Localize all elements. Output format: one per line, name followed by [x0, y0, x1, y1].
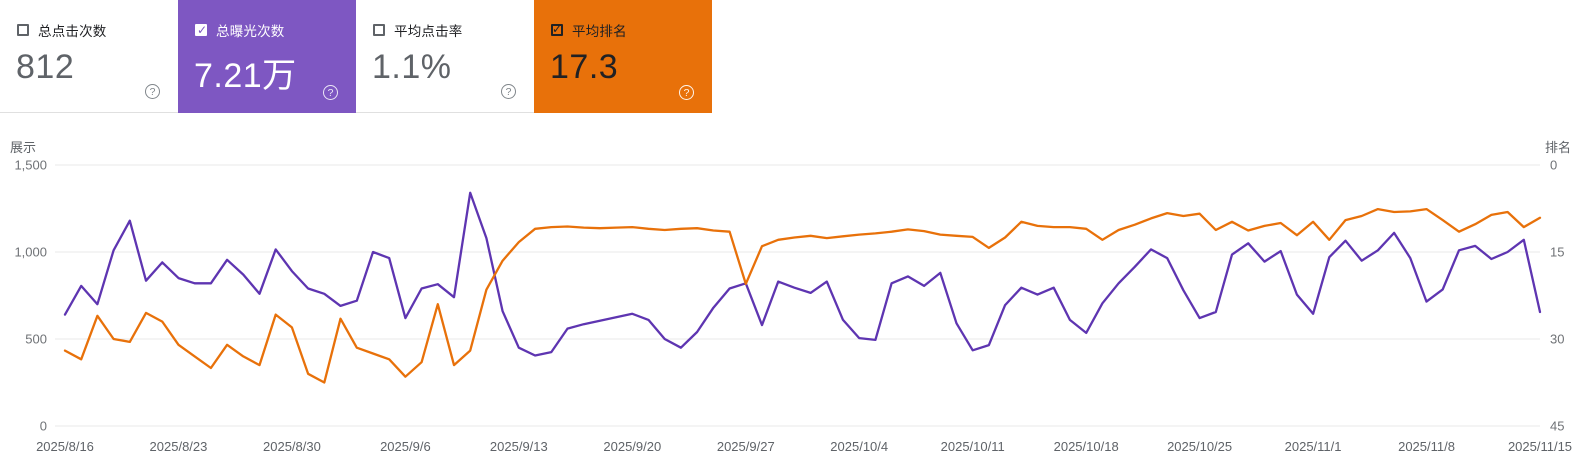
x-axis-tick: 2025/8/16 — [36, 439, 94, 454]
help-icon[interactable]: ? — [501, 84, 516, 99]
x-axis-tick: 2025/9/27 — [717, 439, 775, 454]
impressions-line — [63, 191, 1542, 357]
help-icon[interactable]: ? — [145, 84, 160, 99]
left-axis-tick: 0 — [40, 419, 47, 434]
metric-card-average-ctr[interactable]: 平均点击率 1.1% ? — [356, 0, 534, 113]
x-axis-tick: 2025/10/4 — [830, 439, 888, 454]
metric-card-total-impressions[interactable]: 总曝光次数 7.21万 ? — [178, 0, 356, 113]
average-ctr-label: 平均点击率 — [394, 24, 463, 39]
right-axis-tick: 15 — [1550, 245, 1564, 260]
left-axis-title: 展示 — [10, 140, 36, 155]
x-axis-tick: 2025/10/25 — [1167, 439, 1232, 454]
x-axis-tick: 2025/10/11 — [941, 439, 1005, 454]
total-impressions-value: 7.21万 — [194, 57, 297, 95]
total-clicks-value: 812 — [16, 48, 75, 86]
average-position-label: 平均排名 — [572, 24, 627, 39]
metric-cards-row: 总点击次数 812 ? 总曝光次数 7.21万 ? 平均点击率 1.1% ? 平… — [0, 0, 712, 113]
average-ctr-value: 1.1% — [372, 48, 452, 86]
average-position-checkbox[interactable] — [551, 22, 563, 36]
right-axis-tick: 45 — [1550, 419, 1564, 434]
x-axis-tick: 2025/11/15 — [1508, 439, 1572, 454]
total-clicks-checkbox[interactable] — [17, 24, 29, 36]
help-icon[interactable]: ? — [679, 85, 694, 100]
metric-card-average-position[interactable]: 平均排名 17.3 ? — [534, 0, 712, 113]
left-axis-tick: 1,000 — [14, 245, 47, 260]
left-axis-tick: 1,500 — [14, 158, 47, 173]
total-impressions-label: 总曝光次数 — [216, 24, 285, 39]
help-icon[interactable]: ? — [323, 85, 338, 100]
x-axis-tick: 2025/8/23 — [150, 439, 208, 454]
total-clicks-label: 总点击次数 — [38, 24, 107, 39]
right-axis-title: 排名 — [1545, 140, 1571, 155]
x-axis-tick: 2025/9/13 — [490, 439, 548, 454]
left-axis-tick: 500 — [25, 332, 47, 347]
x-axis-tick: 2025/10/18 — [1054, 439, 1119, 454]
average-position-value: 17.3 — [550, 48, 619, 86]
right-axis-tick: 0 — [1550, 158, 1557, 173]
x-axis-tick: 2025/11/1 — [1285, 439, 1342, 454]
metric-card-total-clicks[interactable]: 总点击次数 812 ? — [0, 0, 178, 113]
right-axis-tick: 30 — [1550, 332, 1564, 347]
performance-chart[interactable]: 展示 排名 1,500 0 1,000 15 500 30 0 45 2025/8/16 2025/8… — [0, 130, 1576, 467]
average-ctr-checkbox[interactable] — [373, 24, 385, 36]
x-axis-tick: 2025/8/30 — [263, 439, 321, 454]
total-impressions-checkbox[interactable] — [195, 23, 207, 37]
x-axis-tick: 2025/9/20 — [603, 439, 661, 454]
x-axis-tick: 2025/11/8 — [1398, 439, 1455, 454]
x-axis-tick: 2025/9/6 — [380, 439, 431, 454]
position-line — [63, 207, 1542, 384]
